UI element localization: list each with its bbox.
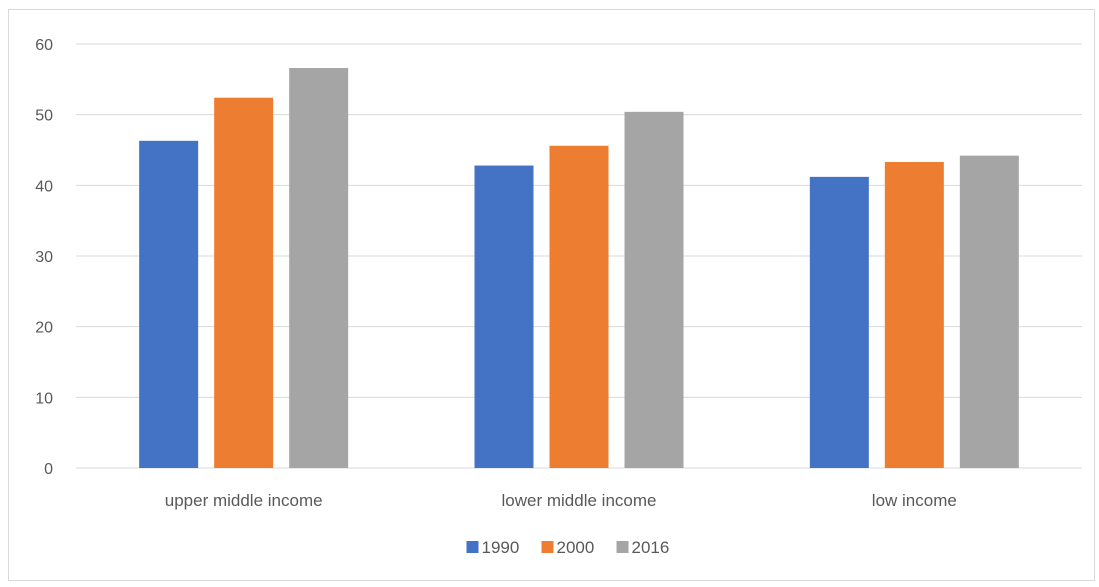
y-tick-label: 60 (35, 37, 53, 54)
y-tick-label: 50 (35, 108, 53, 125)
legend-label: 2000 (557, 538, 595, 557)
bar-2016-upper-middle-income (289, 68, 349, 468)
x-tick-label: upper middle income (165, 491, 323, 510)
legend-label: 2016 (632, 538, 670, 557)
bar-1990-low-income (809, 176, 869, 468)
legend-swatch (541, 541, 554, 553)
legend-swatch (616, 541, 629, 553)
bar-2000-lower-middle-income (549, 145, 609, 468)
bar-2016-low-income (959, 155, 1019, 469)
bar-2000-low-income (884, 162, 944, 468)
y-axis-ticks: 0 10 20 30 40 50 60 (35, 37, 53, 478)
legend-label: 1990 (482, 538, 520, 557)
y-tick-label: 40 (35, 178, 53, 195)
legend-swatch (466, 541, 479, 553)
bar-2000-upper-middle-income (214, 97, 274, 468)
x-tick-label: low income (872, 491, 957, 510)
y-tick-label: 0 (44, 461, 53, 478)
bar-1990-upper-middle-income (139, 140, 199, 468)
bar-chart: 0 10 20 30 40 50 60 upper middle income lower m… (35, 37, 1082, 557)
y-tick-label: 30 (35, 249, 53, 266)
y-tick-label: 20 (35, 320, 53, 337)
bars (139, 68, 1019, 469)
legend: 1990 2000 2016 (466, 538, 670, 557)
bar-1990-lower-middle-income (474, 165, 534, 468)
bar-2016-lower-middle-income (624, 111, 684, 468)
x-tick-label: lower middle income (502, 491, 657, 510)
y-tick-label: 10 (35, 390, 53, 407)
x-axis-ticks: upper middle income lower middle income lo… (165, 491, 957, 510)
chart-frame: 0 10 20 30 40 50 60 upper middle income lower m… (8, 9, 1095, 581)
